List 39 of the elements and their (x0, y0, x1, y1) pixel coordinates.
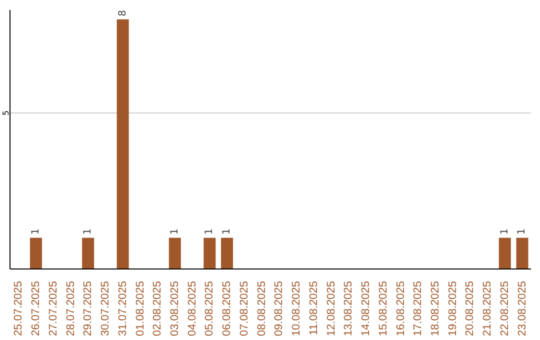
x-tick-label: 28.07.2025 (64, 281, 77, 336)
data-label: 1 (82, 228, 94, 235)
x-tick-label: 03.08.2025 (168, 281, 181, 336)
x-tick-label: 09.08.2025 (273, 281, 286, 336)
x-tick-label: 26.07.2025 (30, 281, 42, 336)
x-tick-label: 11.08.2025 (308, 281, 320, 336)
x-tick-label: 12.08.2025 (325, 281, 338, 336)
x-tick-label: 21.08.2025 (482, 281, 494, 336)
x-tick-label: 05.08.2025 (204, 281, 216, 336)
x-tick-label: 08.08.2025 (256, 281, 268, 336)
x-tick-label: 25.07.2025 (12, 281, 25, 336)
x-tick-label: 20.08.2025 (464, 281, 476, 336)
x-tick-label: 07.08.2025 (238, 281, 250, 336)
x-tick-label: 29.07.2025 (82, 281, 94, 336)
x-tick-label: 14.08.2025 (360, 281, 372, 336)
data-label: 1 (204, 228, 216, 235)
x-tick-label: 06.08.2025 (221, 281, 234, 336)
data-label: 1 (30, 228, 42, 235)
x-tick-label: 17.08.2025 (412, 281, 424, 336)
data-label: 1 (516, 228, 528, 235)
data-label: 8 (117, 10, 128, 16)
x-tick-label: 01.08.2025 (134, 281, 146, 336)
x-tick-label: 22.08.2025 (498, 281, 511, 336)
x-tick-label: 30.07.2025 (100, 281, 112, 336)
x-tick-label: 02.08.2025 (152, 281, 164, 336)
x-tick-label: 19.08.2025 (446, 281, 459, 336)
x-tick-label: 15.08.2025 (377, 281, 390, 336)
x-tick-label: 16.08.2025 (394, 281, 407, 336)
x-tick-label: 13.08.2025 (342, 281, 355, 336)
x-tick-label: 27.07.2025 (47, 281, 60, 336)
data-label: 1 (222, 228, 233, 235)
x-tick-label: 18.08.2025 (429, 281, 442, 336)
data-label: 1 (169, 228, 180, 235)
x-tick-label: 31.07.2025 (116, 281, 129, 336)
data-label: 1 (499, 228, 510, 235)
x-tick-label: 23.08.2025 (516, 281, 528, 336)
x-tick-label: 04.08.2025 (186, 281, 198, 336)
y-tick-label: 5 (2, 110, 10, 116)
x-tick-label: 10.08.2025 (290, 281, 303, 336)
